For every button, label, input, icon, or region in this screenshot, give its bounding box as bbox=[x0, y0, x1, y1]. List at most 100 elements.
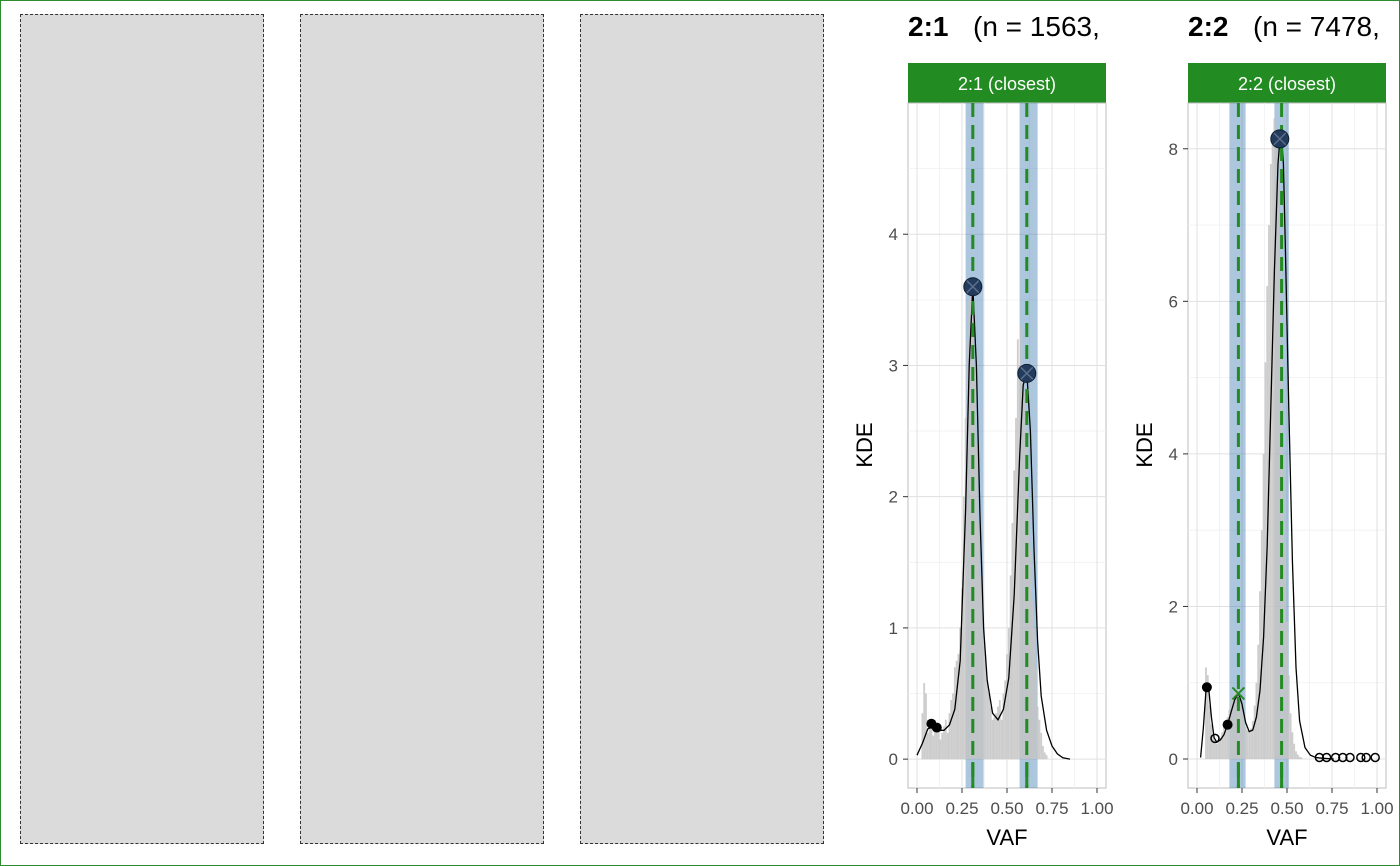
histogram-bar bbox=[988, 693, 990, 760]
histogram-bar bbox=[1002, 693, 1005, 760]
histogram-bar bbox=[1016, 339, 1019, 760]
histogram-bar bbox=[1018, 365, 1021, 760]
histogram-bar bbox=[1273, 118, 1276, 760]
filled-point bbox=[931, 722, 942, 733]
kde-chart-2-1: 2:1 (n = 1563, 2:1 (closest) 0.00 0.25 0.5… bbox=[852, 11, 1114, 850]
y-tick-label: 0 bbox=[889, 750, 898, 769]
histogram-bar bbox=[1045, 755, 1048, 760]
empty-panel-1 bbox=[20, 14, 264, 844]
histogram-bar bbox=[1235, 688, 1238, 760]
histogram-bar bbox=[980, 614, 983, 760]
y-tick-label: 4 bbox=[1169, 445, 1178, 464]
histogram-bar bbox=[1275, 133, 1278, 760]
histogram-bar bbox=[1011, 522, 1014, 760]
histogram-bar bbox=[1015, 417, 1017, 760]
x-marker bbox=[1231, 686, 1246, 701]
facet-strip bbox=[908, 63, 1106, 103]
histogram-bar bbox=[957, 654, 960, 760]
histogram-bar bbox=[997, 706, 999, 760]
histogram-bar bbox=[986, 680, 989, 760]
histogram-bar bbox=[979, 575, 981, 760]
open-point bbox=[1370, 752, 1380, 763]
histogram-bar bbox=[1278, 255, 1281, 760]
peak-marker-cross bbox=[1273, 132, 1287, 146]
facet-strip-label: 2:1 (closest) bbox=[958, 74, 1056, 94]
histogram-bar bbox=[953, 667, 956, 760]
histogram-bar bbox=[971, 312, 974, 760]
y-tick-label: 2 bbox=[1169, 597, 1178, 616]
x-axis-title: VAF bbox=[1266, 825, 1307, 850]
histogram-bar bbox=[1244, 726, 1247, 760]
histogram-bar bbox=[1215, 743, 1218, 760]
histogram-bar bbox=[1232, 696, 1234, 760]
histogram-bar bbox=[995, 713, 998, 760]
open-point bbox=[1210, 733, 1220, 744]
histogram-bar bbox=[1024, 391, 1026, 760]
histogram-bar bbox=[1233, 691, 1236, 760]
histogram-bar bbox=[1210, 724, 1213, 760]
histogram-bar bbox=[1038, 719, 1041, 760]
chart-title-rest: (n = 1563, bbox=[973, 11, 1100, 42]
histogram-bar bbox=[961, 588, 963, 760]
x-tick-label: 1.00 bbox=[1080, 799, 1113, 818]
histogram-bar bbox=[1282, 453, 1285, 760]
histogram-bar bbox=[1214, 739, 1216, 760]
histogram-bar bbox=[1031, 601, 1034, 760]
histogram-bar bbox=[926, 732, 929, 760]
histogram-bar bbox=[970, 286, 972, 760]
histogram-bar bbox=[1248, 732, 1251, 760]
plot-area: 0.00 0.25 0.50 0.75 1.00 0 2 4 6 8 bbox=[1169, 102, 1394, 818]
histogram-bar bbox=[975, 444, 978, 760]
histogram-bar bbox=[1293, 743, 1296, 760]
facet-strip bbox=[1188, 63, 1386, 103]
x-tick-label: 0.25 bbox=[1225, 799, 1258, 818]
histogram-bar bbox=[991, 719, 994, 760]
histogram-bar bbox=[928, 719, 931, 760]
histogram-bar bbox=[937, 730, 940, 760]
histogram-bar bbox=[982, 641, 985, 760]
histogram-bar bbox=[930, 726, 933, 760]
histogram-bar bbox=[1042, 746, 1044, 760]
histogram-bar bbox=[1296, 754, 1299, 760]
open-point bbox=[1321, 752, 1332, 763]
histogram-bar bbox=[1284, 545, 1287, 760]
x-tick-label: 0.50 bbox=[990, 799, 1023, 818]
histogram-bar bbox=[1027, 496, 1030, 760]
plot-area: 0.00 0.25 0.50 0.75 1.00 0 1 2 3 4 bbox=[889, 102, 1114, 818]
histogram-bar bbox=[977, 522, 980, 760]
histogram-bar bbox=[1241, 709, 1243, 760]
histogram-bar bbox=[1029, 549, 1032, 760]
histogram-bar bbox=[944, 719, 947, 760]
kde-chart-2-2: 2:2 (n = 7478, 2:2 (closest) 0.00 0.25 0.5… bbox=[1132, 11, 1394, 850]
histogram-bar bbox=[1033, 627, 1035, 760]
histogram-bar bbox=[952, 693, 954, 760]
histogram-bar bbox=[968, 299, 971, 760]
x-tick-label: 0.75 bbox=[1315, 799, 1348, 818]
histogram-bar bbox=[946, 732, 949, 760]
y-tick-label: 4 bbox=[889, 225, 898, 244]
histogram-bar bbox=[998, 700, 1001, 760]
open-point bbox=[1356, 752, 1366, 763]
histogram-bar bbox=[1208, 705, 1211, 760]
chart-title-rest: (n = 7478, bbox=[1253, 11, 1380, 42]
histogram-bar bbox=[925, 693, 927, 760]
histogram-bar bbox=[921, 713, 924, 760]
histogram-bar bbox=[1212, 736, 1215, 760]
histogram-bar bbox=[1271, 141, 1274, 760]
histogram-bar bbox=[973, 365, 976, 760]
histogram-bar bbox=[1034, 667, 1037, 760]
y-tick-label: 8 bbox=[1169, 140, 1178, 159]
y-tick-label: 2 bbox=[889, 488, 898, 507]
histogram-bar bbox=[1260, 530, 1263, 760]
histogram-bar bbox=[1250, 728, 1252, 760]
y-tick-label: 3 bbox=[889, 356, 898, 375]
y-tick-label: 6 bbox=[1169, 292, 1178, 311]
histogram-bar bbox=[955, 660, 958, 760]
density-line bbox=[916, 286, 1071, 760]
histogram-bar bbox=[939, 739, 942, 760]
open-point bbox=[1314, 752, 1325, 763]
histogram-bar bbox=[1286, 621, 1288, 760]
histogram-bar bbox=[1251, 720, 1254, 760]
histogram-bar bbox=[1255, 682, 1258, 760]
open-point bbox=[1345, 752, 1355, 763]
